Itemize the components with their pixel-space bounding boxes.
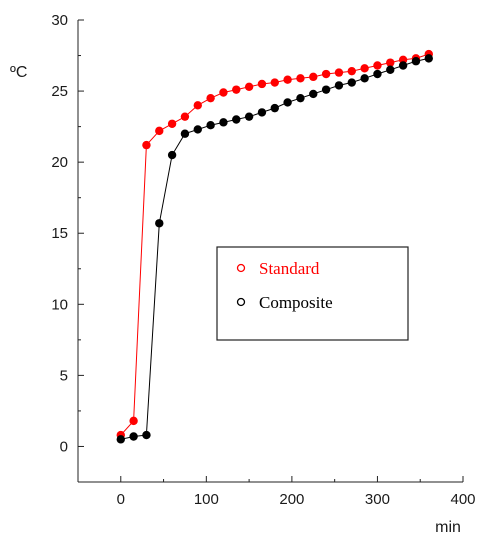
x-tick-label: 400 xyxy=(450,491,475,508)
data-point-composite xyxy=(270,103,279,113)
data-point-standard xyxy=(206,93,215,103)
data-point-composite xyxy=(257,108,267,117)
y-tick-label: 30 xyxy=(51,12,68,29)
data-point-standard xyxy=(232,85,241,94)
legend-box xyxy=(216,246,409,341)
x-tick-label: 300 xyxy=(365,491,390,508)
y-tick-label: 25 xyxy=(51,83,68,100)
data-point-standard xyxy=(283,75,292,84)
data-point-composite xyxy=(411,57,421,66)
x-tick-label: 200 xyxy=(279,491,304,508)
data-point-composite xyxy=(334,81,344,90)
data-point-composite xyxy=(129,432,138,441)
data-point-standard xyxy=(155,126,164,136)
data-point-standard xyxy=(193,101,202,110)
x-tick-label: 0 xyxy=(117,491,125,508)
data-point-standard xyxy=(167,119,177,128)
y-tick-label: 20 xyxy=(51,154,68,171)
data-point-composite xyxy=(283,98,292,107)
x-tick-label: 100 xyxy=(194,491,219,508)
data-point-composite xyxy=(296,93,305,103)
data-point-standard xyxy=(180,112,190,121)
data-point-standard xyxy=(309,72,318,82)
data-point-composite xyxy=(309,89,318,99)
data-point-standard xyxy=(321,69,331,79)
y-tick-label: 0 xyxy=(60,438,68,455)
y-axis-title: ºC xyxy=(10,64,27,81)
data-point-composite xyxy=(321,85,331,94)
data-point-standard xyxy=(244,82,254,92)
data-point-standard xyxy=(386,58,395,67)
legend-marker-composite xyxy=(236,297,246,307)
data-point-composite xyxy=(206,120,215,130)
data-point-composite xyxy=(373,69,382,79)
data-point-standard xyxy=(373,61,382,70)
data-point-composite xyxy=(219,118,228,127)
data-point-composite xyxy=(116,435,125,444)
data-point-composite xyxy=(398,61,408,70)
legend-marker-standard xyxy=(236,263,246,273)
legend-label-standard: Standard xyxy=(259,259,320,278)
legend-label-composite: Composite xyxy=(259,293,333,312)
data-point-composite xyxy=(244,112,254,121)
data-point-standard xyxy=(219,88,228,97)
data-point-composite xyxy=(155,219,164,228)
data-point-composite xyxy=(424,54,433,63)
data-point-standard xyxy=(257,79,267,89)
data-point-standard xyxy=(334,68,344,77)
data-point-composite xyxy=(167,150,177,160)
data-point-composite xyxy=(180,129,190,138)
data-point-standard xyxy=(142,140,151,150)
y-tick-label: 15 xyxy=(51,225,68,242)
data-point-composite xyxy=(193,125,202,134)
data-point-standard xyxy=(360,64,369,73)
x-axis-title: min xyxy=(435,519,461,536)
data-point-standard xyxy=(270,78,279,87)
data-point-composite xyxy=(232,115,241,124)
data-point-composite xyxy=(360,74,369,83)
data-point-standard xyxy=(129,416,138,426)
data-point-composite xyxy=(347,78,356,87)
data-point-composite xyxy=(386,65,395,74)
data-point-composite xyxy=(142,430,151,440)
y-tick-label: 5 xyxy=(60,367,68,384)
data-point-standard xyxy=(296,74,305,83)
y-tick-label: 10 xyxy=(51,296,68,313)
data-point-standard xyxy=(347,66,356,76)
